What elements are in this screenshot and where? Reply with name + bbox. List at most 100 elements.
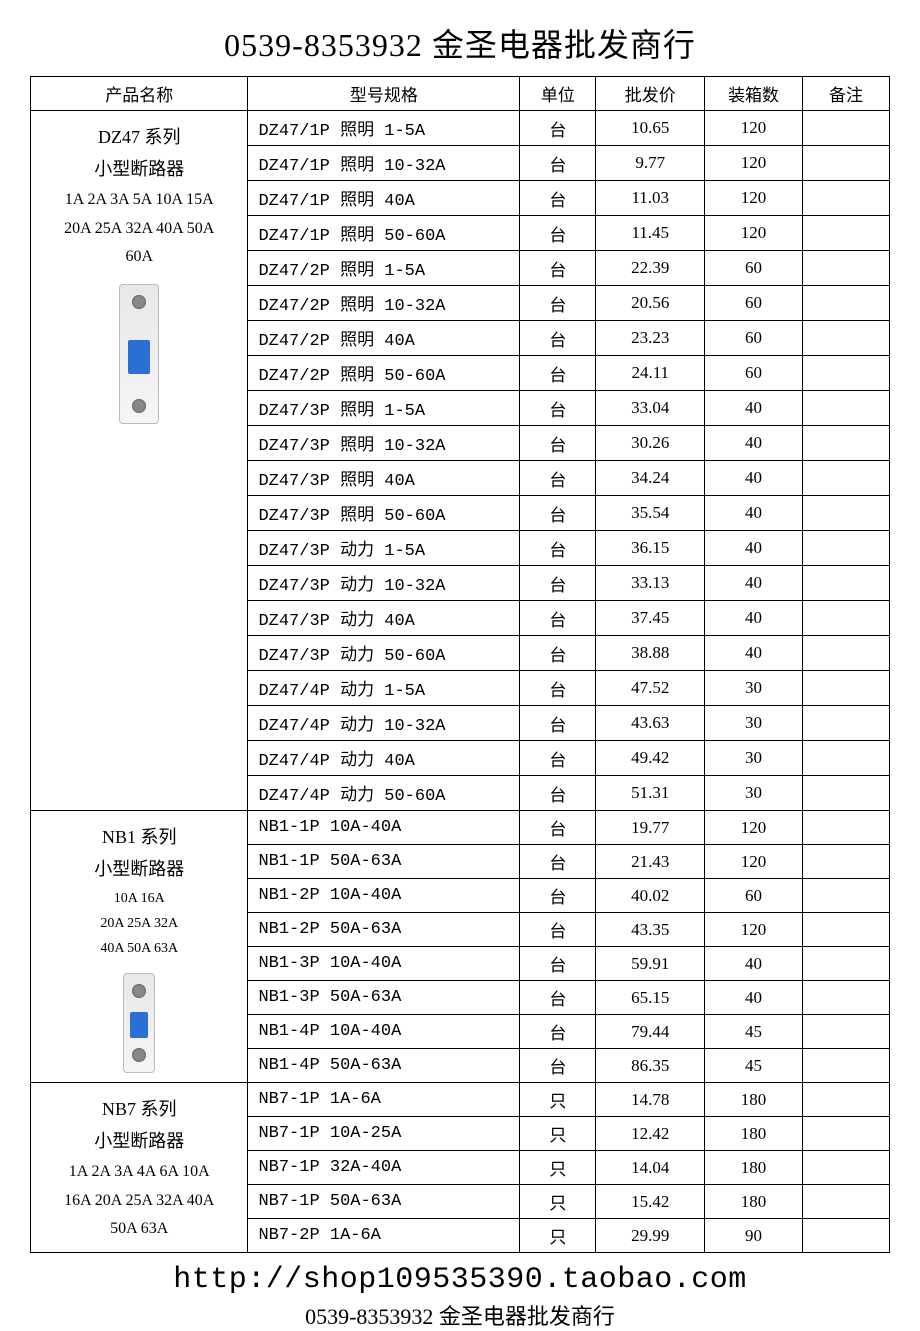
note-cell (802, 1083, 889, 1117)
note-cell (802, 356, 889, 391)
note-cell (802, 146, 889, 181)
note-cell (802, 1185, 889, 1219)
product-spec-line: 10A 16A (37, 886, 241, 911)
price-cell: 23.23 (596, 321, 705, 356)
footer-text: 0539-8353932 金圣电器批发商行 (30, 1299, 890, 1331)
unit-cell: 台 (520, 216, 596, 251)
price-cell: 47.52 (596, 671, 705, 706)
note-cell (802, 251, 889, 286)
qty-cell: 120 (705, 181, 803, 216)
price-cell: 40.02 (596, 879, 705, 913)
price-cell: 22.39 (596, 251, 705, 286)
unit-cell: 台 (520, 636, 596, 671)
qty-cell: 60 (705, 321, 803, 356)
product-spec-line: 16A 20A 25A 32A 40A (37, 1187, 241, 1216)
product-spec-line: 20A 25A 32A 40A 50A (37, 215, 241, 244)
qty-cell: 40 (705, 636, 803, 671)
price-cell: 9.77 (596, 146, 705, 181)
qty-cell: 30 (705, 671, 803, 706)
qty-cell: 60 (705, 251, 803, 286)
qty-cell: 40 (705, 531, 803, 566)
price-cell: 43.35 (596, 913, 705, 947)
note-cell (802, 321, 889, 356)
qty-cell: 40 (705, 461, 803, 496)
note-cell (802, 426, 889, 461)
unit-cell: 台 (520, 531, 596, 566)
model-cell: DZ47/2P 照明 40A (248, 321, 520, 356)
model-cell: NB1-4P 10A-40A (248, 1015, 520, 1049)
qty-cell: 45 (705, 1015, 803, 1049)
model-cell: DZ47/3P 动力 1-5A (248, 531, 520, 566)
price-cell: 38.88 (596, 636, 705, 671)
price-cell: 10.65 (596, 111, 705, 146)
product-name-cell: NB1 系列小型断路器10A 16A20A 25A 32A40A 50A 63A (31, 811, 248, 1083)
note-cell (802, 181, 889, 216)
product-name-cell: DZ47 系列小型断路器1A 2A 3A 5A 10A 15A20A 25A 3… (31, 111, 248, 811)
model-cell: NB1-4P 50A-63A (248, 1049, 520, 1083)
qty-cell: 180 (705, 1117, 803, 1151)
unit-cell: 台 (520, 111, 596, 146)
model-cell: DZ47/3P 动力 40A (248, 601, 520, 636)
unit-cell: 台 (520, 845, 596, 879)
model-cell: DZ47/1P 照明 50-60A (248, 216, 520, 251)
price-cell: 24.11 (596, 356, 705, 391)
model-cell: DZ47/4P 动力 10-32A (248, 706, 520, 741)
qty-cell: 40 (705, 496, 803, 531)
note-cell (802, 636, 889, 671)
col-price: 批发价 (596, 77, 705, 111)
model-cell: DZ47/3P 照明 50-60A (248, 496, 520, 531)
qty-cell: 180 (705, 1151, 803, 1185)
qty-cell: 40 (705, 947, 803, 981)
qty-cell: 40 (705, 981, 803, 1015)
unit-cell: 台 (520, 1049, 596, 1083)
col-name: 产品名称 (31, 77, 248, 111)
qty-cell: 120 (705, 216, 803, 251)
price-cell: 59.91 (596, 947, 705, 981)
unit-cell: 只 (520, 1117, 596, 1151)
unit-cell: 台 (520, 811, 596, 845)
unit-cell: 台 (520, 671, 596, 706)
note-cell (802, 531, 889, 566)
unit-cell: 只 (520, 1083, 596, 1117)
unit-cell: 台 (520, 879, 596, 913)
unit-cell: 台 (520, 496, 596, 531)
unit-cell: 台 (520, 947, 596, 981)
qty-cell: 120 (705, 913, 803, 947)
model-cell: DZ47/4P 动力 50-60A (248, 776, 520, 811)
note-cell (802, 913, 889, 947)
note-cell (802, 671, 889, 706)
price-table: 产品名称 型号规格 单位 批发价 装箱数 备注 DZ47 系列小型断路器1A 2… (30, 76, 890, 1253)
model-cell: DZ47/1P 照明 10-32A (248, 146, 520, 181)
breaker-device-icon (123, 973, 155, 1073)
product-name-cell: NB7 系列小型断路器1A 2A 3A 4A 6A 10A16A 20A 25A… (31, 1083, 248, 1253)
note-cell (802, 981, 889, 1015)
product-series-title: DZ47 系列 (37, 121, 241, 153)
model-cell: DZ47/3P 照明 10-32A (248, 426, 520, 461)
unit-cell: 台 (520, 601, 596, 636)
model-cell: NB1-3P 10A-40A (248, 947, 520, 981)
model-cell: NB1-2P 10A-40A (248, 879, 520, 913)
model-cell: NB7-1P 1A-6A (248, 1083, 520, 1117)
price-cell: 29.99 (596, 1219, 705, 1253)
price-cell: 19.77 (596, 811, 705, 845)
model-cell: NB7-1P 50A-63A (248, 1185, 520, 1219)
product-series-subtitle: 小型断路器 (37, 853, 241, 885)
price-cell: 79.44 (596, 1015, 705, 1049)
price-cell: 14.04 (596, 1151, 705, 1185)
price-cell: 37.45 (596, 601, 705, 636)
price-cell: 36.15 (596, 531, 705, 566)
model-cell: NB1-3P 50A-63A (248, 981, 520, 1015)
price-cell: 14.78 (596, 1083, 705, 1117)
model-cell: DZ47/3P 照明 1-5A (248, 391, 520, 426)
price-cell: 21.43 (596, 845, 705, 879)
price-cell: 12.42 (596, 1117, 705, 1151)
model-cell: NB7-1P 32A-40A (248, 1151, 520, 1185)
model-cell: DZ47/4P 动力 1-5A (248, 671, 520, 706)
table-row: NB1 系列小型断路器10A 16A20A 25A 32A40A 50A 63A… (31, 811, 890, 845)
product-series-subtitle: 小型断路器 (37, 153, 241, 185)
note-cell (802, 1015, 889, 1049)
product-series-title: NB1 系列 (37, 821, 241, 853)
unit-cell: 台 (520, 321, 596, 356)
model-cell: NB7-2P 1A-6A (248, 1219, 520, 1253)
qty-cell: 45 (705, 1049, 803, 1083)
